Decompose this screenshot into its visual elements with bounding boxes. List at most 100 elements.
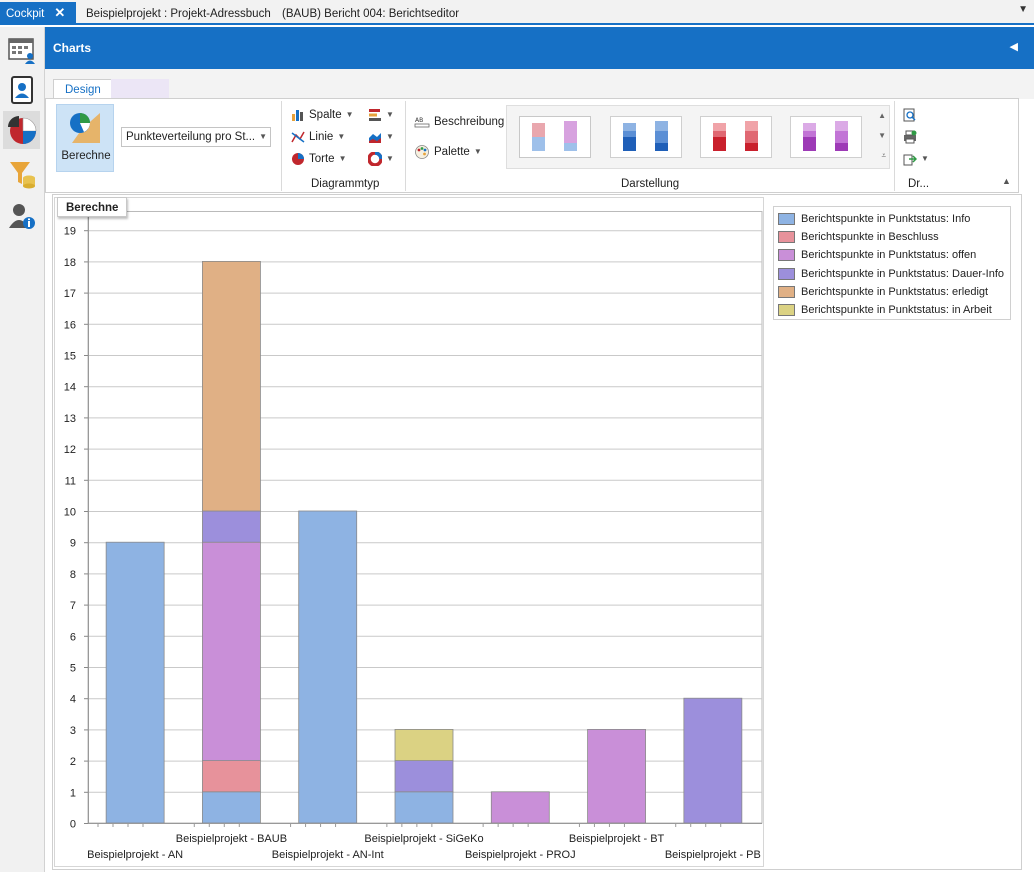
- export-button[interactable]: ▼: [903, 150, 929, 168]
- tab-cockpit-label: Cockpit: [6, 8, 45, 20]
- stacked-bar-chart: 012345678910111213141516171819Beispielpr…: [64, 210, 763, 861]
- y-tick-label: 15: [64, 351, 76, 363]
- x-tick-label: Beispielprojekt - AN: [87, 849, 183, 861]
- y-tick-label: 0: [70, 819, 76, 831]
- chart-style-4[interactable]: [790, 116, 862, 158]
- group-divider: [281, 101, 282, 191]
- tab-label: Beispielprojekt : Projekt-Adressbuch: [86, 8, 271, 20]
- berechne-button[interactable]: Berechne: [56, 104, 114, 172]
- column-chart-icon: [292, 110, 303, 121]
- legend-item: Berichtspunkte in Punktstatus: in Arbeit: [778, 301, 1006, 319]
- gallery-scroll-down-icon[interactable]: ▼: [878, 131, 886, 140]
- bar-chart-button[interactable]: ▼: [368, 106, 394, 124]
- chart-legend: Berichtspunkte in Punktstatus: Info Beric…: [773, 206, 1011, 320]
- gallery-scroll-up-icon[interactable]: ▲: [878, 111, 886, 120]
- group-label-diagrammtyp: Diagrammtyp: [311, 178, 380, 190]
- bar-segment: [394, 760, 454, 793]
- chart-style-2[interactable]: [610, 116, 682, 158]
- chevron-left-icon[interactable]: ◀: [1009, 41, 1018, 53]
- nav-charts[interactable]: [3, 111, 40, 149]
- y-tick-label: 16: [64, 319, 76, 331]
- area-chart-button[interactable]: ▼: [368, 128, 394, 146]
- tab-design[interactable]: Design: [53, 79, 113, 99]
- bar-segment: [202, 261, 261, 512]
- legend-item: Berichtspunkte in Punktstatus: offen: [778, 246, 1006, 264]
- tab-list-dropdown-icon[interactable]: ▼: [1018, 4, 1028, 15]
- y-tick-label: 18: [64, 257, 76, 269]
- legend-item: Berichtspunkte in Punktstatus: Dauer-Inf…: [778, 265, 1006, 283]
- pie-chart-icon: [7, 116, 36, 144]
- legend-swatch: [778, 231, 795, 244]
- pie-chart-small-icon: [292, 153, 304, 165]
- y-tick-label: 8: [70, 569, 76, 581]
- bar-segment: [105, 541, 165, 824]
- print-button[interactable]: [903, 128, 917, 146]
- calculate-chart-icon: [70, 113, 100, 143]
- legend-label: Berichtspunkte in Beschluss: [801, 231, 939, 244]
- ribbon-collapse-icon[interactable]: ▲: [1002, 176, 1011, 186]
- nav-dashboard[interactable]: [3, 31, 40, 69]
- pie-chart-button[interactable]: Torte ▼: [291, 150, 347, 168]
- bar-segment: [298, 510, 358, 824]
- y-tick-label: 3: [70, 725, 76, 737]
- legend-swatch: [778, 213, 795, 226]
- legend-label: Berichtspunkte in Punktstatus: erledigt: [801, 285, 989, 298]
- column-chart-button[interactable]: Spalte ▼: [291, 106, 354, 124]
- nav-user-info[interactable]: [3, 197, 40, 235]
- beschreibung-button[interactable]: AB Beschreibung: [414, 113, 504, 131]
- legend-swatch: [778, 249, 795, 262]
- chart-style-gallery: ▲ ▼ ⩡: [506, 105, 890, 169]
- chart-style-1[interactable]: [519, 116, 591, 158]
- chart-style-1-preview: [532, 121, 577, 151]
- nav-contacts[interactable]: [3, 71, 40, 109]
- chart-container: [52, 194, 1022, 870]
- group-divider: [894, 101, 895, 191]
- x-tick-label: Beispielprojekt - PROJ: [465, 849, 576, 861]
- palette-icon: [415, 145, 429, 159]
- y-tick-label: 10: [64, 507, 76, 519]
- legend-label: Berichtspunkte in Punktstatus: in Arbeit: [801, 304, 992, 317]
- legend-label: Berichtspunkte in Punktstatus: offen: [801, 249, 977, 262]
- bar-segment: [683, 697, 743, 824]
- chart-style-3[interactable]: [700, 116, 772, 158]
- y-tick-label: 5: [70, 663, 76, 675]
- x-tick-label: Beispielprojekt - BT: [569, 833, 665, 845]
- close-icon[interactable]: ✕: [54, 5, 66, 20]
- legend-label: Berichtspunkte in Punktstatus: Dauer-Inf…: [801, 267, 1004, 280]
- tab-cockpit[interactable]: Cockpit ✕: [0, 2, 76, 25]
- gallery-expand-icon[interactable]: ⩡: [881, 151, 886, 160]
- y-tick-label: 13: [64, 413, 76, 425]
- print-preview-button[interactable]: [903, 106, 917, 124]
- doughnut-chart-button[interactable]: ▼: [368, 150, 394, 168]
- legend-swatch: [778, 267, 795, 280]
- legend-item: Berichtspunkte in Beschluss: [778, 228, 1006, 246]
- tab-projekt-adressbuch[interactable]: Beispielprojekt : Projekt-Adressbuch: [80, 3, 277, 25]
- legend-item: Berichtspunkte in Punktstatus: erledigt: [778, 283, 1006, 301]
- legend-item: Berichtspunkte in Punktstatus: Info: [778, 210, 1006, 228]
- line-chart-icon: [291, 131, 305, 143]
- document-tab-bar: Cockpit ✕ Beispielprojekt : Projekt-Adres…: [0, 0, 1034, 25]
- line-chart-button[interactable]: Linie ▼: [291, 128, 345, 146]
- y-tick-label: 1: [70, 787, 76, 799]
- x-tick-label: Beispielprojekt - PB: [665, 849, 761, 861]
- palette-label: Palette: [434, 146, 470, 158]
- y-tick-label: 14: [64, 382, 76, 394]
- chart-style-3-preview: [713, 121, 758, 151]
- nav-filter-data[interactable]: [3, 155, 40, 193]
- chevron-down-icon: ▼: [259, 132, 267, 141]
- doughnut-chart-icon: [368, 152, 382, 166]
- tab-berichtseditor[interactable]: (BAUB) Bericht 004: Berichtseditor: [276, 3, 465, 25]
- area-chart-icon: [369, 133, 381, 143]
- bar-segment: [394, 729, 454, 762]
- y-tick-label: 2: [70, 756, 76, 768]
- palette-button[interactable]: Palette ▼: [414, 143, 482, 161]
- dashboard-icon: [7, 38, 35, 64]
- filter-database-icon: [9, 162, 35, 189]
- chart-select[interactable]: Punkteverteilung pro St... ▼: [121, 127, 271, 147]
- legend-label: Berichtspunkte in Punktstatus: Info: [801, 213, 971, 226]
- x-tick-label: Beispielprojekt - AN-Int: [272, 849, 384, 861]
- ribbon-tab-strip: Design: [45, 69, 1034, 99]
- chart-plot-frame: 0 1 2 3 4 5 6 7 8 9 10 11 12 13 14 15 16 17 18 19 Beispielpr…: [54, 197, 764, 867]
- y-tick-label: 4: [70, 694, 76, 706]
